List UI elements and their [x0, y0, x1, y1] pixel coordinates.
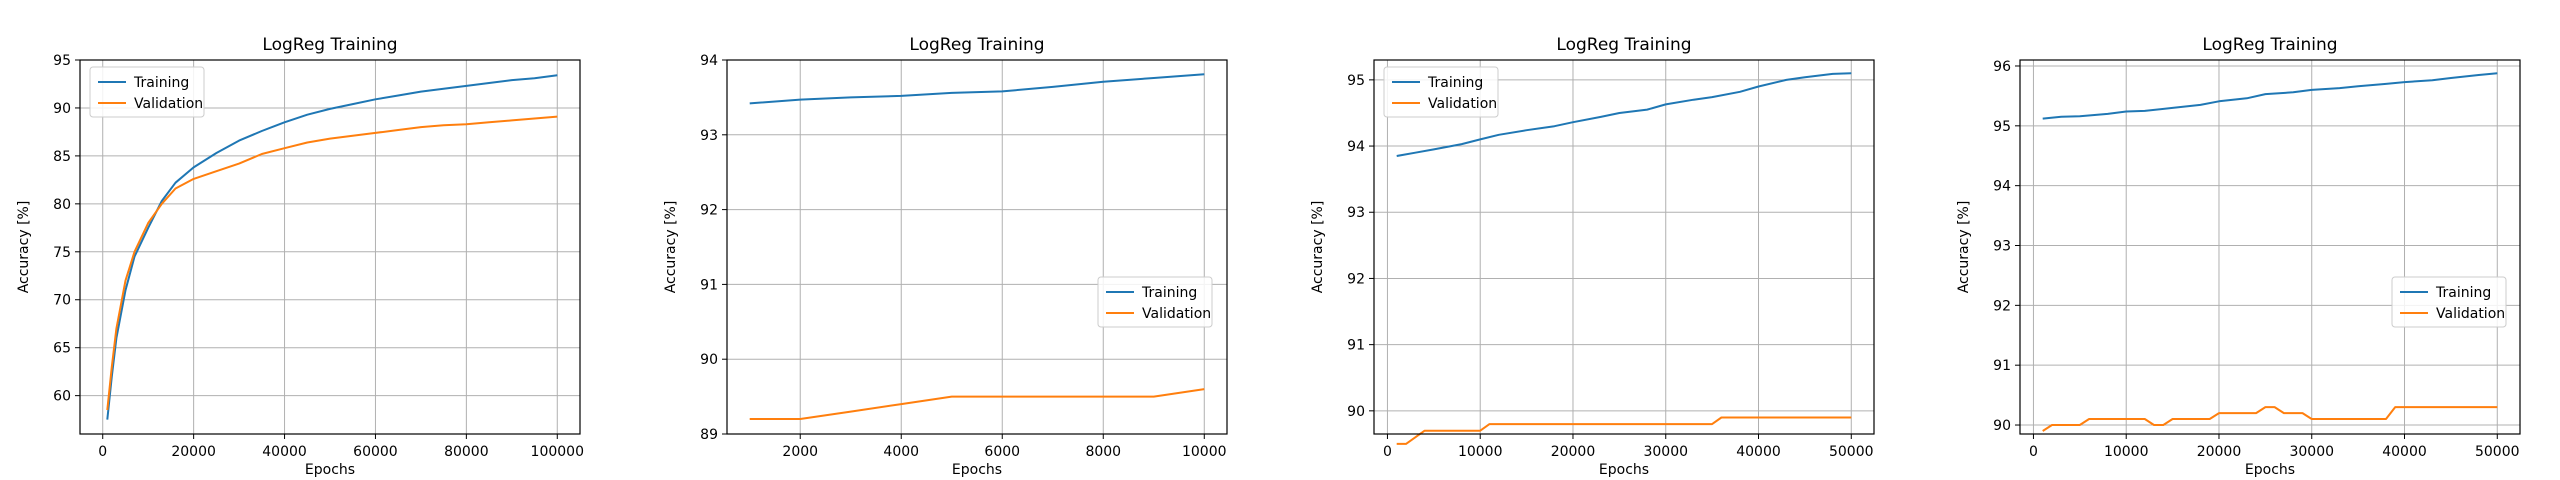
y-tick-label: 92	[1347, 271, 1365, 287]
x-tick-label: 40000	[2382, 444, 2427, 460]
x-tick-label: 6000	[984, 444, 1020, 460]
legend-label: Training	[2435, 285, 2491, 301]
y-tick-label: 91	[1993, 358, 2011, 374]
legend-label: Validation	[2436, 306, 2505, 322]
y-axis-label: Accuracy [%]	[16, 201, 32, 294]
y-tick-label: 92	[700, 203, 718, 219]
x-tick-label: 10000	[1458, 444, 1503, 460]
x-axis-label: Epochs	[952, 462, 1002, 478]
legend: Training Validation	[89, 66, 205, 118]
legend: Training Validation	[1383, 66, 1499, 118]
x-tick-label: 60000	[353, 444, 398, 460]
plot-frame	[726, 59, 1228, 435]
y-tick-label: 92	[1993, 298, 2011, 314]
chart-title: LogReg Training	[262, 35, 397, 55]
x-tick-label: 10000	[1182, 444, 1227, 460]
legend: Training Validation	[1097, 276, 1213, 328]
y-tick-label: 70	[53, 293, 71, 309]
legend-label: Training	[133, 75, 189, 91]
legend-box	[2391, 276, 2507, 328]
x-tick-label: 40000	[1736, 444, 1781, 460]
y-tick-label: 94	[1993, 179, 2011, 195]
x-axis-label: Epochs	[1599, 462, 1649, 478]
y-tick-label: 96	[1993, 59, 2011, 75]
x-tick-label: 80000	[444, 444, 489, 460]
series-line-training	[106, 74, 558, 420]
y-tick-label: 75	[53, 245, 71, 261]
y-tick-label: 93	[1347, 205, 1365, 221]
x-tick-label: 50000	[1829, 444, 1874, 460]
x-tick-label: 30000	[2289, 444, 2334, 460]
series-line-validation	[749, 388, 1205, 420]
x-tick-label: 0	[2029, 444, 2038, 460]
y-tick-label: 93	[700, 128, 718, 144]
legend-label: Training	[1141, 285, 1197, 301]
x-tick-label: 20000	[1551, 444, 1596, 460]
plot-frame	[79, 59, 581, 435]
y-tick-label: 90	[1347, 404, 1365, 420]
series-line-validation	[2042, 406, 2498, 432]
y-tick-label: 91	[1347, 338, 1365, 354]
legend: Training Validation	[2391, 276, 2507, 328]
legend-label: Validation	[1428, 96, 1497, 112]
y-tick-label: 94	[700, 53, 718, 69]
x-tick-label: 0	[98, 444, 107, 460]
x-tick-label: 10000	[2104, 444, 2149, 460]
legend-box	[1383, 66, 1499, 118]
y-tick-label: 93	[1993, 239, 2011, 255]
y-tick-label: 91	[700, 277, 718, 293]
x-tick-label: 20000	[2197, 444, 2242, 460]
chart-4: 0 10000 20000 30000 40000 50000 90 91 92 93 94 95 96…	[1956, 35, 2521, 478]
series-line-training	[2042, 72, 2498, 120]
plot-frame	[2019, 59, 2521, 435]
x-tick-label: 30000	[1643, 444, 1688, 460]
legend-label: Validation	[1142, 306, 1211, 322]
y-tick-label: 80	[53, 197, 71, 213]
y-axis-label: Accuracy [%]	[1956, 201, 1972, 294]
x-tick-label: 8000	[1085, 444, 1121, 460]
x-tick-label: 50000	[2475, 444, 2520, 460]
y-tick-label: 60	[53, 389, 71, 405]
y-axis-label: Accuracy [%]	[663, 201, 679, 294]
series-line-validation	[106, 115, 558, 411]
chart-3: 0 10000 20000 30000 40000 50000 90 91 92 93 94 95 Lo…	[1310, 35, 1875, 478]
plot-frame	[1373, 59, 1875, 435]
y-tick-label: 90	[1993, 418, 2011, 434]
y-tick-label: 89	[700, 427, 718, 443]
y-tick-label: 94	[1347, 139, 1365, 155]
series-line-validation	[1396, 416, 1852, 445]
chart-2: 2000 4000 6000 8000 10000 89 90 91 92 93 94 LogReg …	[663, 35, 1228, 478]
x-tick-label: 100000	[531, 444, 584, 460]
y-axis-label: Accuracy [%]	[1310, 201, 1326, 294]
chart-title: LogReg Training	[909, 35, 1044, 55]
x-tick-label: 2000	[782, 444, 818, 460]
x-tick-label: 4000	[883, 444, 919, 460]
legend-label: Training	[1427, 75, 1483, 91]
y-tick-label: 95	[1347, 73, 1365, 89]
legend-box	[89, 66, 205, 118]
legend-box	[1097, 276, 1213, 328]
x-tick-label: 40000	[262, 444, 307, 460]
y-tick-label: 95	[1993, 119, 2011, 135]
legend-label: Validation	[134, 96, 203, 112]
x-axis-label: Epochs	[2245, 462, 2295, 478]
chart-title: LogReg Training	[2202, 35, 2337, 55]
x-axis-label: Epochs	[305, 462, 355, 478]
y-tick-label: 65	[53, 341, 71, 357]
chart-title: LogReg Training	[1556, 35, 1691, 55]
series-line-training	[749, 73, 1205, 105]
y-tick-label: 90	[700, 352, 718, 368]
y-tick-label: 95	[53, 53, 71, 69]
chart-1: 0 20000 40000 60000 80000 100000 60 65 70 75 80 85 9…	[16, 35, 584, 478]
y-tick-label: 90	[53, 101, 71, 117]
x-tick-label: 0	[1383, 444, 1392, 460]
y-tick-label: 85	[53, 149, 71, 165]
x-tick-label: 20000	[171, 444, 216, 460]
series-line-training	[1396, 72, 1852, 157]
